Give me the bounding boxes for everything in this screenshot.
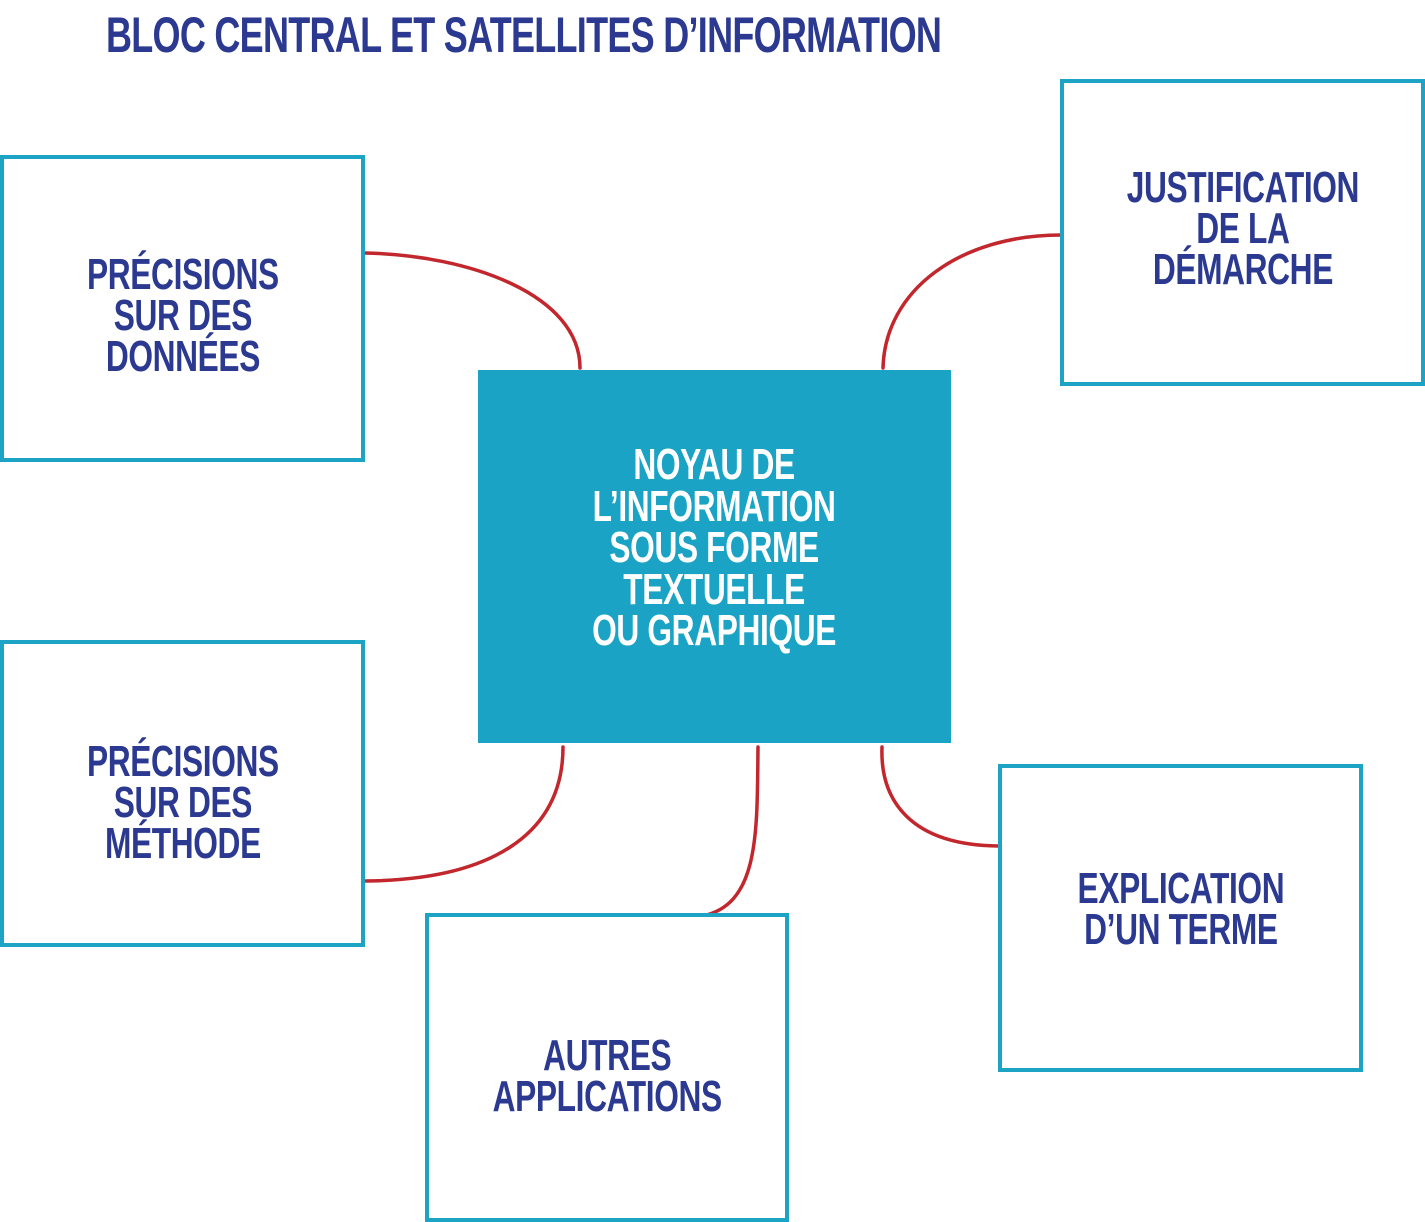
satellite-precisions-methode: PRÉCISIONS SUR DES MÉTHODE — [0, 640, 365, 947]
satellite-autres-applications: AUTRES APPLICATIONS — [425, 913, 789, 1222]
satellite-explication-terme-label: EXPLICATION D’UN TERME — [1077, 864, 1284, 954]
information-core-label: NOYAU DE L’INFORMATION SOUS FORME TEXTUE… — [592, 440, 837, 655]
information-core-block: NOYAU DE L’INFORMATION SOUS FORME TEXTUE… — [478, 370, 951, 743]
connector-methode — [363, 745, 565, 883]
satellite-precisions-donnees: PRÉCISIONS SUR DES DONNÉES — [0, 155, 365, 462]
connector-donnees — [363, 251, 582, 370]
satellite-explication-terme: EXPLICATION D’UN TERME — [998, 764, 1363, 1072]
satellite-justification-demarche: JUSTIFICATION DE LA DÉMARCHE — [1060, 79, 1425, 386]
satellite-justification-demarche-label: JUSTIFICATION DE LA DÉMARCHE — [1126, 163, 1359, 294]
diagram-title: BLOC CENTRAL ET SATELLITES D’INFORMATION — [106, 7, 942, 63]
satellite-precisions-donnees-label: PRÉCISIONS SUR DES DONNÉES — [86, 250, 279, 381]
connector-justification — [881, 233, 1063, 370]
connector-applications — [700, 745, 760, 918]
connector-explication — [880, 745, 1000, 848]
satellite-autres-applications-label: AUTRES APPLICATIONS — [492, 1031, 722, 1121]
satellite-precisions-methode-label: PRÉCISIONS SUR DES MÉTHODE — [86, 737, 279, 868]
